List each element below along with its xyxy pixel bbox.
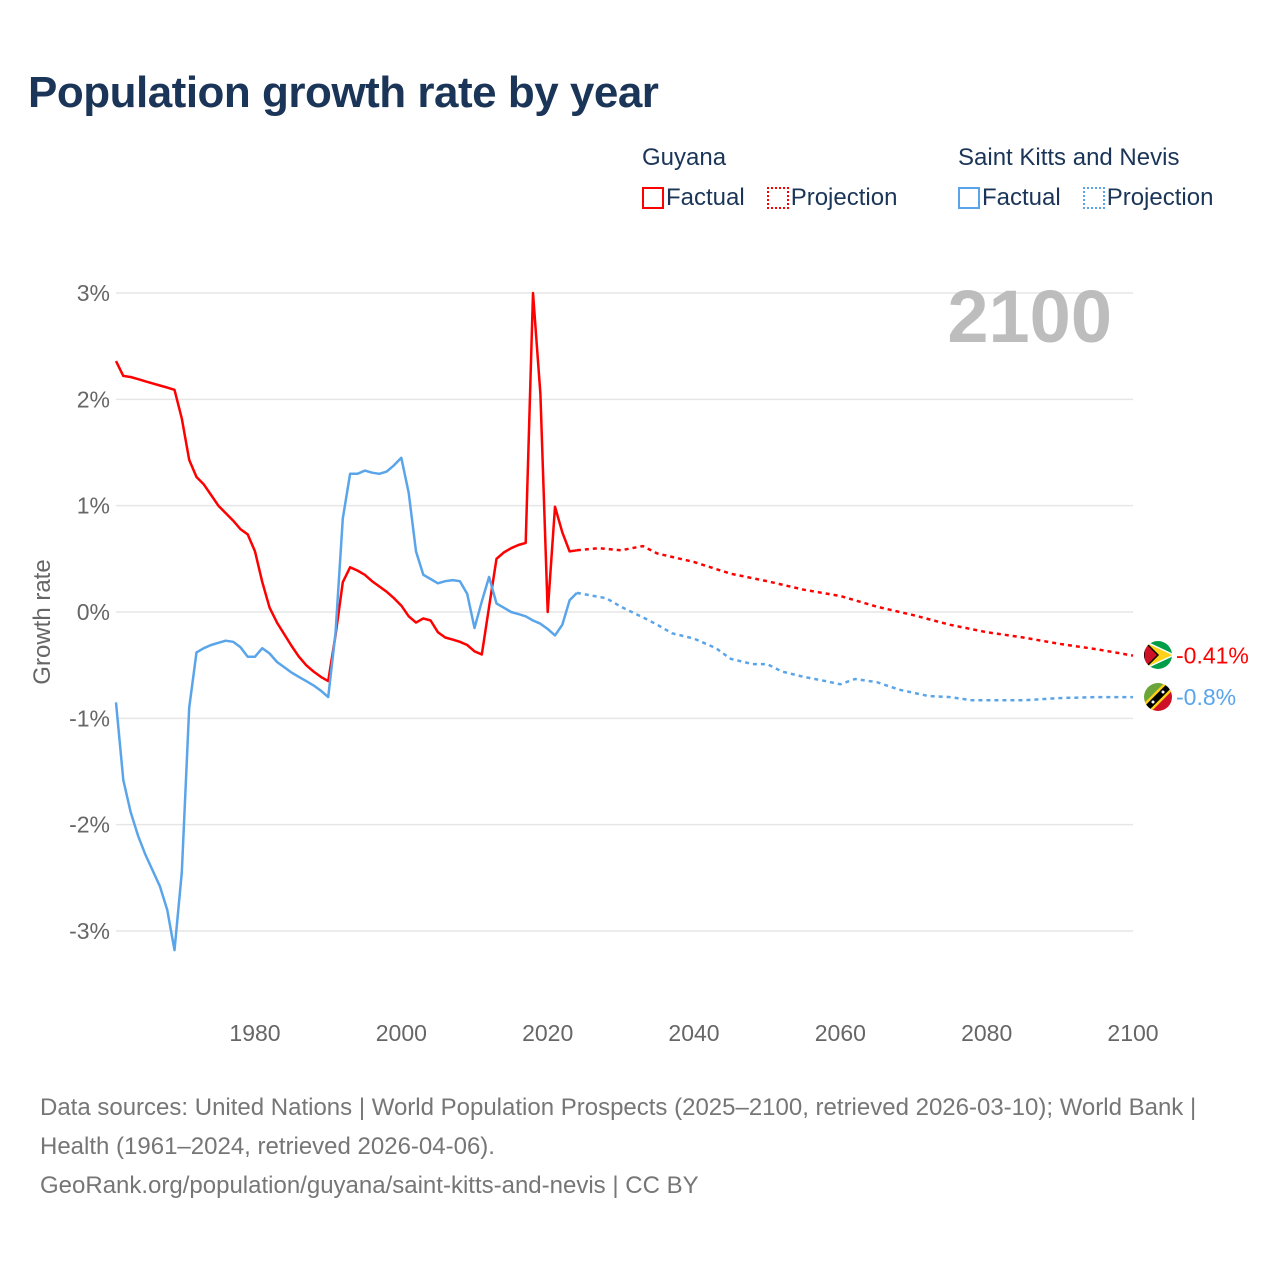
x-tick-label: 2020 [522,1020,573,1046]
y-tick-label: 1% [77,493,110,519]
data-sources: Data sources: United Nations | World Pop… [40,1094,1197,1160]
legend-label: Factual [982,184,1061,211]
x-tick-label: 2000 [376,1020,427,1046]
x-tick-label: 2080 [961,1020,1012,1046]
series-line-guyana-projection [576,544,1134,657]
end-value-label: -0.41% [1176,643,1249,669]
y-tick-label: 3% [77,280,110,306]
y-tick-label: -1% [69,705,110,731]
series-line-saint-kitts-and-nevis-factual [114,456,578,952]
page-title: Population growth rate by year [28,68,659,117]
source-link[interactable]: GeoRank.org/population/guyana/saint-kitt… [40,1172,699,1199]
x-tick-label: 1980 [229,1020,280,1046]
legend-swatch-solid [958,187,980,209]
legend-item-guyana-projection[interactable]: Projection [766,184,898,212]
y-tick-label: -3% [69,918,110,944]
series-line-guyana-factual [114,291,578,683]
year-watermark: 2100 [947,275,1112,358]
saint-kitts-flag-icon [1144,683,1172,711]
legend-item-skn-factual[interactable]: Factual [958,184,1061,212]
legend-item-skn-projection[interactable]: Projection [1082,184,1214,212]
y-tick-label: 0% [77,599,110,625]
x-tick-label: 2060 [815,1020,866,1046]
legend-label: Projection [1106,184,1214,211]
legend-group-saint-kitts: Saint Kitts and Nevis Factual Projection [958,144,1227,212]
legend-swatch-dotted [1082,187,1105,209]
x-tick-label: 2040 [668,1020,719,1046]
y-tick-label: 2% [77,386,110,412]
legend-item-guyana-factual[interactable]: Factual [642,184,745,212]
legend-group-name: Guyana [642,144,727,171]
legend-group-name: Saint Kitts and Nevis [958,144,1180,171]
legend-swatch-dotted [766,187,789,209]
legend-label: Factual [666,184,745,211]
legend-swatch-solid [642,187,664,209]
legend-label: Projection [790,184,898,211]
footer: Data sources: United Nations | World Pop… [40,1088,1240,1205]
series-line-saint-kitts-and-nevis-projection [576,591,1133,702]
end-value-label: -0.8% [1176,684,1236,710]
guyana-flag-icon [1144,641,1172,669]
legend-group-guyana: Guyana Factual Projection [642,144,911,212]
y-axis-label: Growth rate [29,559,56,684]
y-tick-label: -2% [69,812,110,838]
x-tick-label: 2100 [1107,1020,1158,1046]
